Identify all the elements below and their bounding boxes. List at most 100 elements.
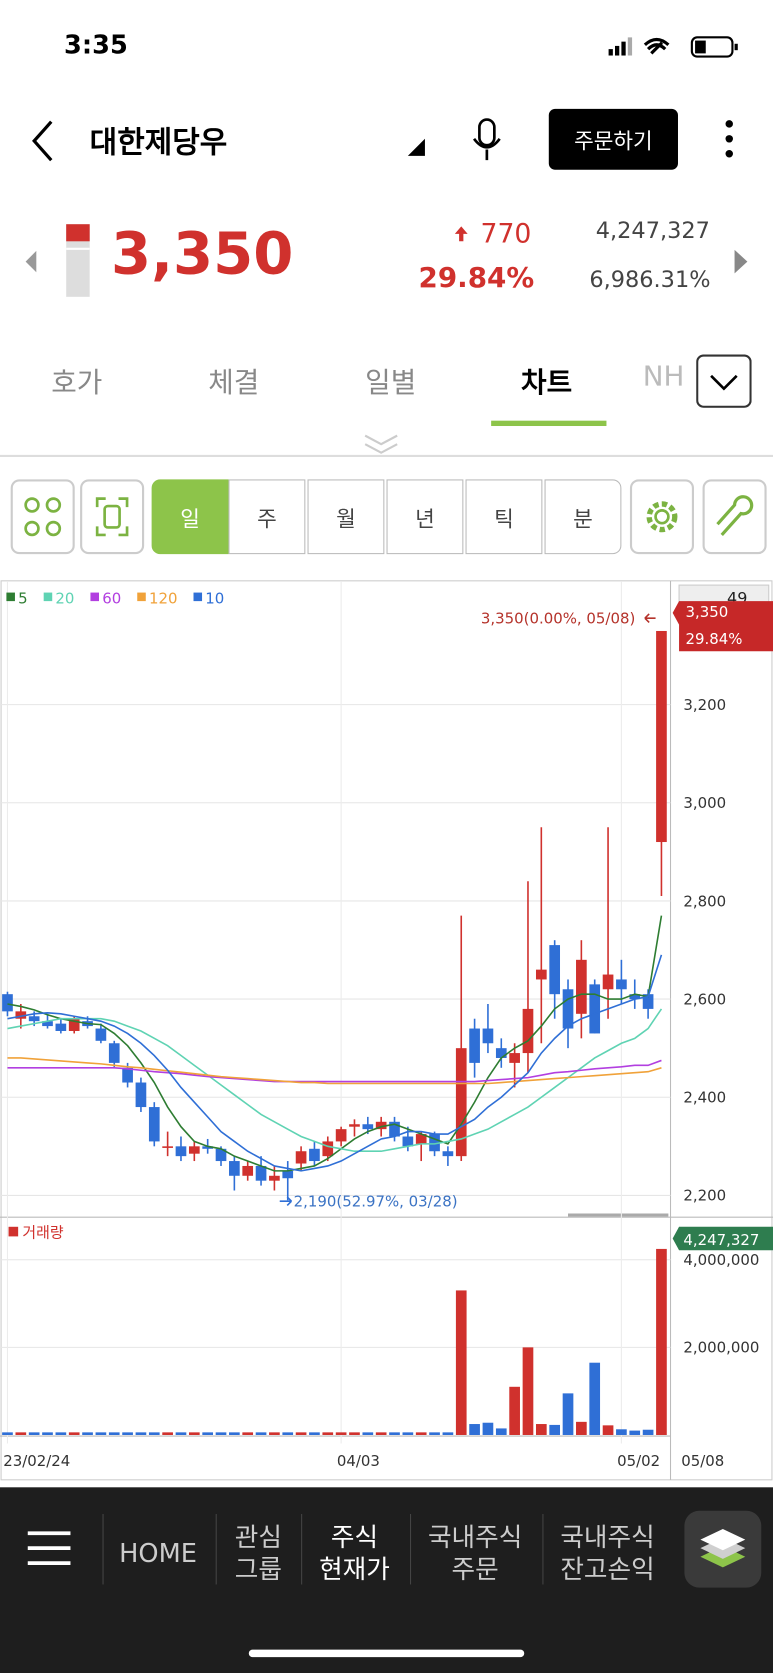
volume-bar [602, 1425, 614, 1435]
more[interactable] [722, 117, 737, 160]
legend-label: 거래량 [22, 1223, 63, 1241]
volume-bar [188, 1432, 200, 1435]
nav-item[interactable]: 국내주식 주문 [416, 1521, 533, 1585]
y-tick-label: 2,000,000 [683, 1339, 759, 1357]
candle-body [469, 1028, 480, 1063]
candle-body [255, 1165, 267, 1181]
nav-label: HOME [119, 1538, 197, 1569]
period-button[interactable]: 년 [386, 479, 464, 555]
tab[interactable]: NH [642, 360, 685, 393]
period-button[interactable]: 월 [307, 479, 385, 555]
candle-body [188, 1146, 200, 1154]
layout-button[interactable] [10, 479, 75, 555]
candle-body [362, 1124, 374, 1130]
change-rate: 29.84% [418, 262, 535, 295]
fullscreen-button[interactable] [80, 479, 145, 555]
legend-swatch [8, 1226, 19, 1237]
up-arrow [454, 226, 468, 242]
candle-body [562, 989, 574, 1029]
time: 3:35 [64, 29, 128, 60]
volume-bar [255, 1432, 267, 1435]
period-button[interactable]: 틱 [465, 479, 543, 555]
candle-body [242, 1165, 254, 1176]
nav-label: 잔고손익 [560, 1554, 655, 1585]
period-button-active[interactable]: 일 [151, 479, 229, 555]
volume-bar [68, 1432, 80, 1435]
volume-bar [576, 1421, 587, 1435]
candle-body [402, 1136, 414, 1147]
volume-bar [322, 1432, 334, 1435]
volume-bar [42, 1432, 53, 1435]
candle-body [229, 1161, 240, 1176]
mic[interactable] [470, 117, 504, 162]
candle-body [629, 994, 641, 1000]
period-button[interactable]: 주 [228, 479, 306, 555]
volume-bar [309, 1432, 320, 1435]
candle-body [576, 959, 587, 1014]
candle-body [269, 1175, 280, 1181]
volume-bar [362, 1432, 374, 1435]
volume-bar [202, 1432, 214, 1435]
back-button[interactable] [28, 117, 60, 164]
candle-body [202, 1146, 214, 1149]
dropdown[interactable] [406, 137, 427, 158]
candle-body [175, 1146, 187, 1157]
tab-active[interactable]: 차트 [521, 367, 573, 400]
volume-rate: 6,986.31% [589, 266, 711, 293]
period-button[interactable]: 분 [544, 479, 622, 555]
volume-bar [482, 1422, 494, 1435]
candle-body [282, 1170, 294, 1179]
legend-label: 20 [55, 589, 74, 607]
tab-expand[interactable] [696, 354, 752, 408]
volume-bar [269, 1432, 280, 1435]
next-stock[interactable] [732, 248, 749, 276]
candle-body [15, 1011, 27, 1019]
volume-bar [549, 1424, 561, 1435]
candle-body [95, 1028, 107, 1041]
tab-underline [491, 420, 607, 427]
tab[interactable]: 호가 [51, 367, 103, 400]
volume-bar [295, 1432, 307, 1435]
volume-tag-label: 4,247,327 [683, 1231, 759, 1249]
tab[interactable]: 일별 [365, 367, 417, 400]
chart: 2,200 2,400 2,600 2,800 3,000 3,200 2,000,000 4… [0, 580, 773, 1481]
order-button[interactable]: 주문하기 [548, 108, 678, 170]
candle-body [162, 1146, 173, 1148]
candle-body [602, 974, 614, 990]
x-tick-label: 23/02/24 [3, 1452, 70, 1470]
nav-item[interactable]: 관심 그룹 [220, 1521, 297, 1585]
candle-body [135, 1082, 147, 1108]
volume-bar [148, 1432, 160, 1435]
tools-button[interactable] [702, 479, 767, 555]
legend-label: 120 [149, 589, 178, 607]
nav-item[interactable]: 국내주식 잔고손익 [549, 1521, 666, 1585]
y-tick-label: 3,200 [683, 696, 726, 714]
volume-bar [562, 1393, 574, 1435]
ma-line [7, 1057, 662, 1085]
volume-bar [242, 1432, 254, 1435]
settings-button[interactable] [629, 479, 695, 555]
nav-item-active[interactable]: 주식 현재가 [310, 1521, 400, 1585]
tab[interactable]: 체결 [208, 367, 260, 400]
layers-button[interactable] [683, 1510, 762, 1589]
volume-bar [442, 1432, 454, 1435]
volume-bar [495, 1428, 507, 1435]
candle-body [309, 1148, 320, 1162]
volume-bar [82, 1432, 93, 1435]
volume-bar [389, 1432, 400, 1435]
volume-bar [429, 1432, 440, 1435]
stock-name[interactable]: 대한제당우 [89, 124, 228, 161]
legend-label: 10 [205, 589, 224, 607]
volume-bar [162, 1432, 173, 1435]
price-tag-label: 3,350 [685, 603, 728, 621]
volume-bar [215, 1432, 227, 1435]
menu[interactable] [26, 1527, 75, 1570]
candle-body [535, 969, 547, 980]
volume-bar [15, 1432, 27, 1435]
volume-bar [375, 1432, 387, 1435]
ma-line [7, 1008, 663, 1153]
volume-bar [455, 1290, 467, 1435]
volume-bar [28, 1432, 40, 1435]
nav-item[interactable]: HOME [115, 1537, 200, 1569]
